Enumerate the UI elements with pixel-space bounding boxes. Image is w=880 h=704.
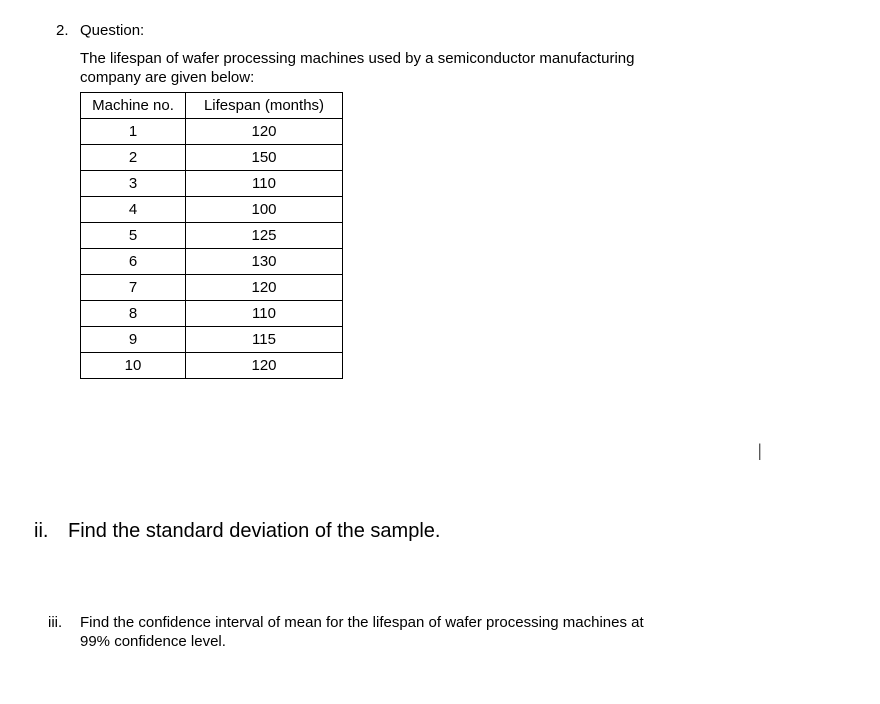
- table-row: 10 120: [81, 353, 343, 379]
- cell-machine: 8: [81, 301, 186, 327]
- table-row: 1 120: [81, 119, 343, 145]
- cell-machine: 9: [81, 327, 186, 353]
- cell-lifespan: 120: [186, 119, 343, 145]
- lifespan-table: Machine no. Lifespan (months) 1 120 2 15…: [80, 92, 343, 379]
- table-row: 7 120: [81, 275, 343, 301]
- table-row: 4 100: [81, 197, 343, 223]
- question-label: Question:: [80, 22, 144, 39]
- part-iii-text: Find the confidence interval of mean for…: [80, 614, 780, 652]
- table-row: 8 110: [81, 301, 343, 327]
- cell-machine: 5: [81, 223, 186, 249]
- cell-lifespan: 110: [186, 171, 343, 197]
- part-ii-marker: ii.: [34, 520, 48, 543]
- cell-machine: 7: [81, 275, 186, 301]
- cell-lifespan: 120: [186, 353, 343, 379]
- question-number: 2.: [56, 22, 69, 39]
- part-iii-text-line2: 99% confidence level.: [80, 633, 226, 650]
- table-row: 3 110: [81, 171, 343, 197]
- table-row: 2 150: [81, 145, 343, 171]
- cell-machine: 2: [81, 145, 186, 171]
- question-text-line2: company are given below:: [80, 69, 254, 86]
- table-header-machine: Machine no.: [81, 93, 186, 119]
- cell-lifespan: 150: [186, 145, 343, 171]
- cell-lifespan: 125: [186, 223, 343, 249]
- cell-machine: 1: [81, 119, 186, 145]
- cell-machine: 3: [81, 171, 186, 197]
- text-cursor: |: [758, 440, 762, 461]
- table-row: 9 115: [81, 327, 343, 353]
- cell-machine: 4: [81, 197, 186, 223]
- table-row: 6 130: [81, 249, 343, 275]
- page: 2. Question: The lifespan of wafer proce…: [0, 0, 880, 704]
- part-ii-text: Find the standard deviation of the sampl…: [68, 520, 440, 543]
- cell-lifespan: 120: [186, 275, 343, 301]
- cell-lifespan: 115: [186, 327, 343, 353]
- cell-lifespan: 100: [186, 197, 343, 223]
- table-header-lifespan: Lifespan (months): [186, 93, 343, 119]
- table-header-row: Machine no. Lifespan (months): [81, 93, 343, 119]
- table-row: 5 125: [81, 223, 343, 249]
- question-text-line1: The lifespan of wafer processing machine…: [80, 50, 634, 67]
- part-iii-text-line1: Find the confidence interval of mean for…: [80, 614, 644, 631]
- cell-machine: 10: [81, 353, 186, 379]
- part-iii-marker: iii.: [48, 614, 62, 631]
- cell-lifespan: 130: [186, 249, 343, 275]
- question-text: The lifespan of wafer processing machine…: [80, 50, 780, 88]
- cell-lifespan: 110: [186, 301, 343, 327]
- cell-machine: 6: [81, 249, 186, 275]
